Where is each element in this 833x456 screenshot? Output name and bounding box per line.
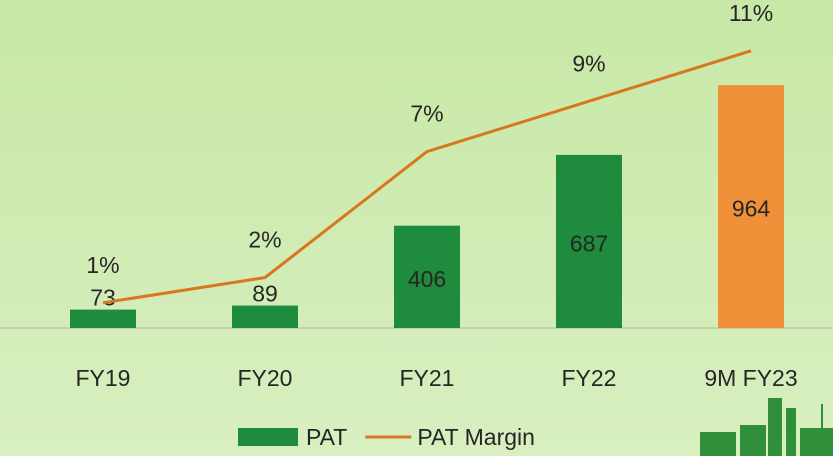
data-label: 687 — [570, 231, 608, 257]
x-tick-label: FY21 — [400, 365, 455, 391]
bar — [232, 305, 298, 328]
legend-swatch — [238, 428, 298, 446]
data-label: 1% — [86, 252, 119, 278]
data-label: 11% — [729, 0, 773, 26]
x-tick-label: 9M FY23 — [704, 365, 797, 391]
bar — [556, 154, 622, 328]
data-label: 964 — [732, 196, 771, 222]
data-label: 73 — [90, 285, 116, 311]
x-tick-label: FY22 — [562, 365, 617, 391]
data-label: 9% — [572, 50, 605, 76]
data-label: 2% — [248, 227, 281, 253]
line — [102, 49, 752, 305]
data-label: 7% — [410, 101, 443, 127]
legend-label: PAT — [306, 424, 347, 450]
data-label: 406 — [408, 266, 446, 292]
bar — [718, 85, 784, 329]
x-tick-label: FY19 — [76, 365, 131, 391]
decor-icon — [700, 398, 833, 456]
data-label: 89 — [252, 281, 278, 307]
bar — [70, 309, 136, 328]
legend-label: PAT Margin — [417, 424, 535, 450]
x-tick-label: FY20 — [238, 365, 293, 391]
bar — [394, 225, 460, 328]
